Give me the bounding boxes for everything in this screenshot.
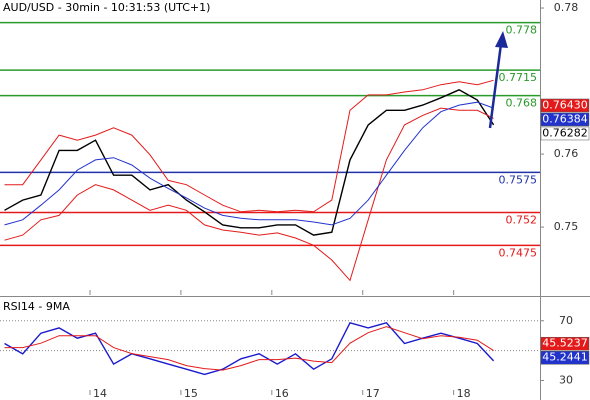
series-line <box>4 107 494 282</box>
y-tick-label: 0.76 <box>554 147 579 160</box>
y-tick-label: 30 <box>559 374 573 387</box>
price-tag <box>540 112 590 127</box>
series-line <box>4 326 494 371</box>
series-line <box>4 79 494 213</box>
series-line <box>4 101 494 226</box>
series-line <box>4 89 495 236</box>
arrow-shaft <box>488 43 503 129</box>
price-tag <box>540 126 590 141</box>
level-label: 0.7575 <box>499 173 538 186</box>
level-label: 0.752 <box>506 213 538 226</box>
x-tick-label: 14 <box>93 387 107 400</box>
price-tag-label: 0.76384 <box>542 112 588 125</box>
price-tag-label: 0.76430 <box>542 98 588 111</box>
price-tag-label: 0.76282 <box>542 126 588 139</box>
price-tag <box>540 350 590 365</box>
x-tick-label: 15 <box>184 387 198 400</box>
x-tick-label: 18 <box>457 387 471 400</box>
y-tick-label: 0.78 <box>554 1 579 14</box>
price-tag-label: 45.2441 <box>542 351 588 364</box>
level-label: 0.768 <box>506 97 538 110</box>
y-tick-label: 0.75 <box>554 220 579 233</box>
y-tick-label: 70 <box>559 314 573 327</box>
x-tick-label: 16 <box>275 387 289 400</box>
level-label: 0.7475 <box>499 246 538 259</box>
level-label: 0.778 <box>506 24 538 37</box>
forecast-arrow <box>488 31 508 129</box>
price-tag <box>540 98 590 113</box>
arrow-head <box>495 31 508 48</box>
level-label: 0.7715 <box>499 71 538 84</box>
price-tag-label: 45.5237 <box>542 337 588 350</box>
x-tick-label: 17 <box>366 387 380 400</box>
panel-title: RSI14 - 9MA <box>3 300 70 313</box>
chart-title: AUD/USD - 30min - 10:31:53 (UTC+1) <box>3 1 210 14</box>
price-tag <box>540 336 590 351</box>
